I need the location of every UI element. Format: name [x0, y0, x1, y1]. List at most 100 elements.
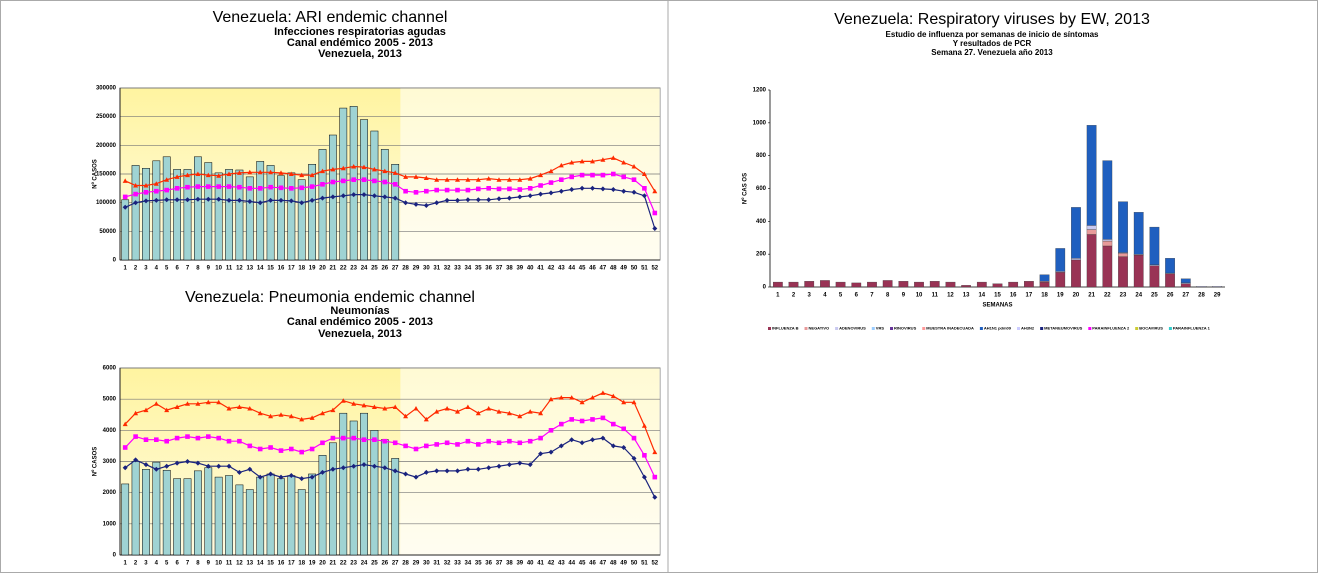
y-tick-label: 0	[113, 553, 117, 559]
y-tick-label: 400	[756, 219, 767, 225]
bar-segment	[992, 283, 1003, 288]
x-tick-label: 40	[527, 561, 534, 567]
y-axis-label: Nº CASOS	[93, 447, 99, 477]
x-tick-label: 14	[257, 266, 264, 272]
x-tick-label: 31	[433, 561, 440, 567]
bar-segment	[1118, 201, 1128, 253]
x-tick-label: 20	[319, 561, 326, 567]
y-tick-label: 4000	[103, 428, 117, 434]
x-tick-label: 32	[444, 561, 451, 567]
bar	[194, 156, 202, 261]
x-tick-label: 48	[610, 561, 617, 567]
x-tick-label: 11	[226, 266, 233, 272]
y-axis-label: Nº CASOS	[93, 159, 99, 189]
legend-label: ADENOVIRUS	[839, 326, 866, 331]
x-tick-label: 7	[186, 266, 190, 272]
y-tick-label: 2000	[103, 490, 117, 496]
bar	[152, 160, 161, 261]
line	[122, 185, 658, 231]
x-tick-label: 19	[309, 561, 316, 567]
y-tick-label: 200	[756, 252, 767, 258]
bar	[360, 119, 368, 261]
bar-segment	[1086, 225, 1097, 230]
bar	[194, 470, 202, 556]
bar-segment	[804, 281, 815, 288]
x-tick-label: 17	[1026, 293, 1033, 299]
bar-segment	[820, 280, 830, 288]
bar-segment	[1071, 258, 1081, 261]
legend-swatch	[1135, 327, 1139, 330]
x-tick-label: 22	[340, 561, 347, 567]
x-tick-label: 37	[496, 561, 503, 567]
bar-segment	[1149, 226, 1160, 265]
x-tick-label: 41	[537, 266, 544, 272]
bar	[235, 484, 244, 556]
bar	[360, 412, 368, 556]
x-tick-label: 9	[207, 561, 211, 567]
bar-segment	[945, 281, 956, 288]
y-tick-label: 150000	[96, 172, 117, 178]
bar-segment	[1039, 281, 1050, 288]
bar-segment	[1086, 234, 1097, 288]
x-tick-label: 27	[392, 561, 399, 567]
bar	[162, 156, 171, 261]
y-tick-label: 6000	[103, 366, 117, 372]
x-tick-label: 14	[257, 561, 264, 567]
chart-subtitle: Canal endémico 2005 - 2013	[287, 37, 433, 49]
bar	[225, 169, 233, 261]
legend-label: AH1N1 pdm09	[984, 326, 1012, 331]
bar	[204, 467, 213, 556]
bar	[391, 458, 400, 556]
x-tick-label: 24	[361, 266, 368, 272]
bar	[204, 162, 213, 261]
bar-segment	[1180, 278, 1191, 284]
bar-segment	[1055, 272, 1066, 288]
bar-segment	[898, 281, 909, 288]
x-tick-label: 2	[134, 266, 138, 272]
bar-segment	[1180, 283, 1191, 288]
bar-segment	[851, 282, 862, 288]
bar-segment	[772, 281, 783, 288]
x-tick-label: 8	[196, 266, 200, 272]
bar	[256, 161, 265, 261]
bar-segment	[929, 281, 940, 288]
x-axis-label: SEMANAS	[982, 303, 1012, 309]
bar	[339, 412, 348, 556]
x-tick-label: 45	[579, 266, 586, 272]
x-tick-label: 44	[568, 561, 575, 567]
x-tick-label: 36	[485, 561, 492, 567]
legend-swatch	[1040, 327, 1044, 330]
bar	[162, 469, 171, 556]
chart-title: Venezuela: Pneumonia endemic channel	[185, 289, 475, 306]
legend-label: VRS	[876, 326, 885, 331]
bar	[245, 176, 254, 261]
bar-segment	[1165, 258, 1175, 274]
bar	[308, 164, 317, 261]
x-tick-label: 21	[1088, 293, 1095, 299]
x-tick-label: 29	[413, 561, 420, 567]
legend-label: AH3N2	[1021, 326, 1035, 331]
x-tick-label: 18	[298, 561, 305, 567]
bar	[266, 165, 275, 261]
x-tick-label: 6	[175, 561, 179, 567]
bar-segment	[1102, 245, 1113, 288]
chart-title: Venezuela: ARI endemic channel	[213, 9, 448, 26]
x-tick-label: 46	[589, 266, 596, 272]
bar	[121, 483, 130, 556]
x-tick-label: 29	[1214, 293, 1221, 299]
x-tick-label: 1	[124, 561, 128, 567]
bar-segment	[1149, 265, 1160, 288]
x-tick-label: 49	[620, 561, 627, 567]
x-tick-label: 12	[236, 561, 243, 567]
x-tick-label: 9	[902, 293, 906, 299]
bar	[152, 461, 161, 556]
bar	[142, 168, 150, 261]
x-tick-label: 41	[537, 561, 544, 567]
bar	[318, 149, 327, 261]
x-tick-label: 29	[413, 266, 420, 272]
x-tick-label: 20	[1073, 293, 1080, 299]
x-tick-label: 47	[600, 561, 607, 567]
chart-subtitle: Venezuela, 2013	[318, 328, 402, 340]
bar	[235, 169, 244, 261]
x-tick-label: 36	[485, 266, 492, 272]
